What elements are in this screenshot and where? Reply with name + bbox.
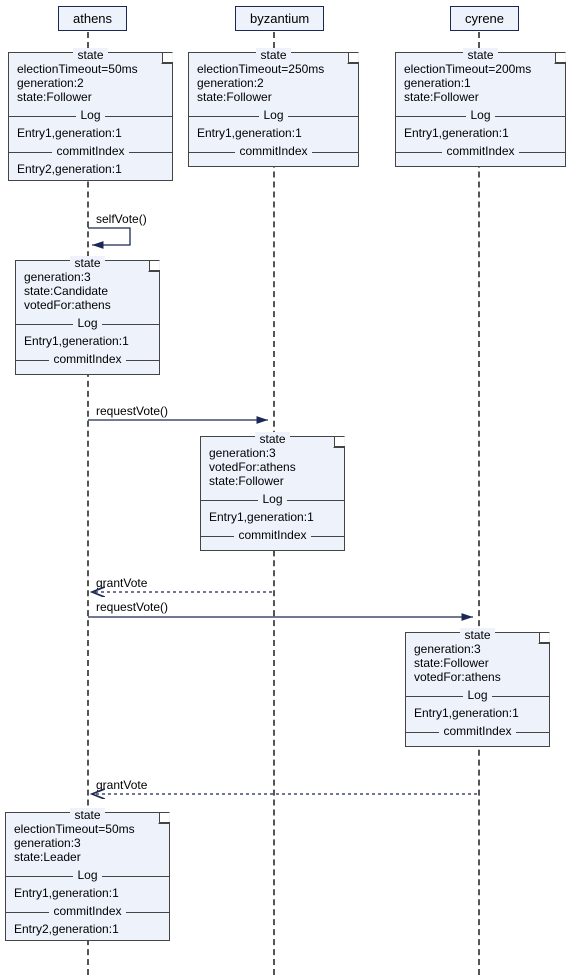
note-athens-initial: state electionTimeout=50ms generation:2 … (8, 52, 173, 181)
participant-label: cyrene (465, 11, 504, 26)
participant-label: athens (73, 11, 112, 26)
message-grantvote-byz: grantVote (96, 576, 147, 590)
note-byzantium-voted: state generation:3 votedFor:athens state… (200, 436, 345, 551)
section-title-state: state (463, 48, 497, 62)
section-title-log: Log (73, 316, 101, 330)
note-byzantium-initial: state electionTimeout=250ms generation:2… (188, 52, 359, 167)
section-title-commit: commitIndex (442, 144, 518, 158)
section-title-log: Log (73, 868, 101, 882)
message-requestvote-cyr: requestVote() (96, 600, 168, 614)
state-line: votedFor:athens (414, 670, 541, 684)
state-line: electionTimeout=50ms (14, 822, 161, 836)
section-title-state: state (73, 48, 107, 62)
participant-byzantium: byzantium (235, 6, 324, 31)
state-line: state:Follower (17, 90, 164, 104)
state-line: generation:3 (414, 642, 541, 656)
message-label: requestVote() (96, 600, 168, 614)
participant-label: byzantium (250, 11, 309, 26)
log-line: Entry1,generation:1 (17, 126, 164, 140)
message-label: grantVote (96, 576, 147, 590)
participant-athens: athens (58, 6, 127, 31)
section-title-commit: commitIndex (234, 528, 310, 542)
commit-line: Entry2,generation:1 (17, 162, 164, 176)
note-athens-candidate: state generation:3 state:Candidate voted… (15, 260, 160, 375)
section-title-commit: commitIndex (49, 904, 125, 918)
note-cyrene-voted: state generation:3 state:Follower votedF… (405, 632, 550, 747)
section-title-state: state (255, 432, 289, 446)
log-line: Entry1,generation:1 (414, 706, 541, 720)
message-requestvote-byz: requestVote() (96, 404, 168, 418)
message-label: requestVote() (96, 404, 168, 418)
section-title-state: state (256, 48, 290, 62)
section-title-log: Log (463, 688, 491, 702)
participant-cyrene: cyrene (450, 6, 519, 31)
state-line: electionTimeout=200ms (404, 62, 557, 76)
message-label: grantVote (96, 778, 147, 792)
state-line: votedFor:athens (209, 460, 336, 474)
section-title-log: Log (259, 108, 287, 122)
state-line: generation:3 (209, 446, 336, 460)
state-line: state:Leader (14, 850, 161, 864)
state-line: generation:2 (197, 76, 350, 90)
state-line: votedFor:athens (24, 298, 151, 312)
section-title-log: Log (258, 492, 286, 506)
section-title-log: Log (466, 108, 494, 122)
section-title-commit: commitIndex (52, 144, 128, 158)
state-line: generation:3 (24, 270, 151, 284)
state-line: generation:3 (14, 836, 161, 850)
state-line: electionTimeout=50ms (17, 62, 164, 76)
section-title-commit: commitIndex (235, 144, 311, 158)
section-title-commit: commitIndex (439, 724, 515, 738)
log-line: Entry1,generation:1 (14, 886, 161, 900)
section-title-state: state (460, 628, 494, 642)
section-title-log: Log (76, 108, 104, 122)
state-line: electionTimeout=250ms (197, 62, 350, 76)
message-selfvote: selfVote() (96, 212, 147, 226)
section-title-commit: commitIndex (49, 352, 125, 366)
note-cyrene-initial: state electionTimeout=200ms generation:1… (395, 52, 566, 167)
state-line: state:Follower (404, 90, 557, 104)
state-line: generation:2 (17, 76, 164, 90)
log-line: Entry1,generation:1 (404, 126, 557, 140)
state-line: state:Candidate (24, 284, 151, 298)
commit-line: Entry2,generation:1 (14, 922, 161, 936)
log-line: Entry1,generation:1 (197, 126, 350, 140)
note-athens-leader: state electionTimeout=50ms generation:3 … (5, 812, 170, 941)
section-title-state: state (70, 808, 104, 822)
message-label: selfVote() (96, 212, 147, 226)
state-line: state:Follower (414, 656, 541, 670)
state-line: state:Follower (197, 90, 350, 104)
lifeline-cyrene (478, 32, 480, 975)
log-line: Entry1,generation:1 (24, 334, 151, 348)
section-title-state: state (70, 256, 104, 270)
state-line: state:Follower (209, 474, 336, 488)
state-line: generation:1 (404, 76, 557, 90)
log-line: Entry1,generation:1 (209, 510, 336, 524)
message-grantvote-cyr: grantVote (96, 778, 147, 792)
